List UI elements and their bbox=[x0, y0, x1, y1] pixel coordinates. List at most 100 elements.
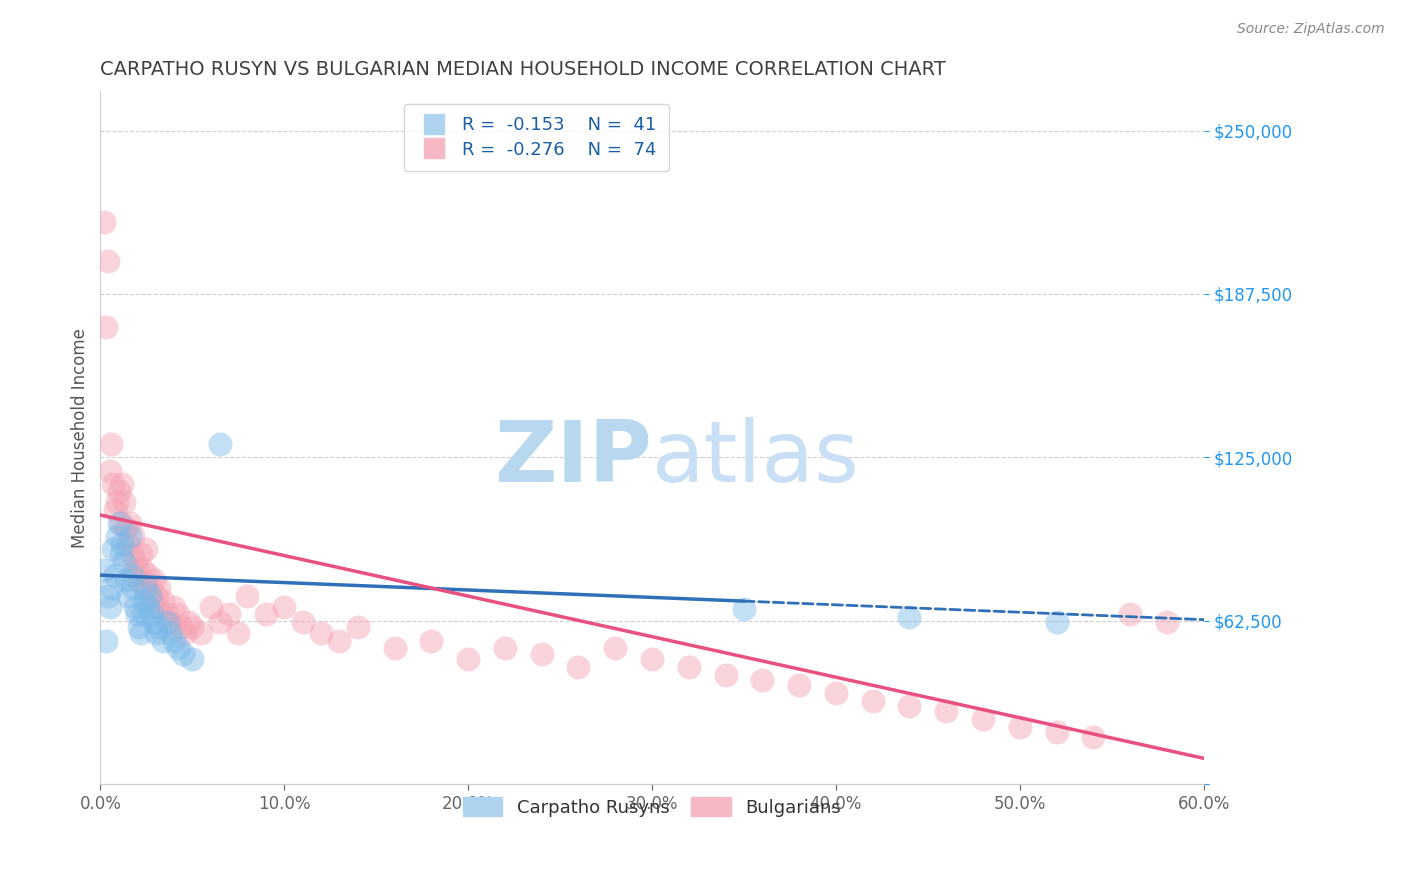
Point bbox=[112, 555, 135, 569]
Point bbox=[166, 607, 188, 622]
Point bbox=[121, 547, 143, 561]
Point bbox=[1045, 725, 1067, 739]
Point bbox=[136, 568, 159, 582]
Point bbox=[124, 599, 146, 614]
Point bbox=[1083, 731, 1105, 745]
Point bbox=[172, 647, 194, 661]
Point bbox=[124, 555, 146, 569]
Point bbox=[129, 547, 152, 561]
Point bbox=[139, 589, 162, 603]
Point bbox=[93, 563, 115, 577]
Point bbox=[218, 607, 240, 622]
Point bbox=[641, 652, 664, 666]
Point bbox=[291, 615, 314, 630]
Point bbox=[273, 599, 295, 614]
Point bbox=[159, 615, 181, 630]
Point bbox=[100, 581, 122, 595]
Point bbox=[824, 686, 846, 700]
Y-axis label: Median Household Income: Median Household Income bbox=[72, 328, 89, 548]
Point bbox=[190, 625, 212, 640]
Point bbox=[148, 581, 170, 595]
Point bbox=[174, 625, 197, 640]
Point bbox=[155, 607, 177, 622]
Point bbox=[118, 516, 141, 530]
Point bbox=[141, 594, 163, 608]
Point bbox=[898, 698, 921, 713]
Point bbox=[1008, 720, 1031, 734]
Point bbox=[159, 625, 181, 640]
Point bbox=[1119, 607, 1142, 622]
Point bbox=[714, 667, 737, 681]
Point bbox=[97, 589, 120, 603]
Point bbox=[131, 607, 153, 622]
Point bbox=[170, 620, 193, 634]
Point bbox=[105, 529, 128, 543]
Point bbox=[111, 476, 134, 491]
Point bbox=[494, 641, 516, 656]
Point bbox=[128, 620, 150, 634]
Point bbox=[97, 254, 120, 268]
Point bbox=[121, 568, 143, 582]
Point bbox=[110, 547, 132, 561]
Point bbox=[146, 599, 169, 614]
Point bbox=[181, 620, 204, 634]
Point bbox=[1156, 615, 1178, 630]
Point bbox=[139, 581, 162, 595]
Point bbox=[384, 641, 406, 656]
Legend: Carpatho Rusyns, Bulgarians: Carpatho Rusyns, Bulgarians bbox=[456, 789, 848, 824]
Point bbox=[1045, 615, 1067, 630]
Point bbox=[122, 529, 145, 543]
Point bbox=[104, 568, 127, 582]
Point bbox=[103, 476, 125, 491]
Point bbox=[898, 610, 921, 624]
Point bbox=[457, 652, 479, 666]
Point bbox=[177, 615, 200, 630]
Text: ZIP: ZIP bbox=[495, 417, 652, 500]
Point bbox=[163, 599, 186, 614]
Point bbox=[118, 529, 141, 543]
Point bbox=[935, 704, 957, 718]
Point bbox=[135, 541, 157, 556]
Point bbox=[605, 641, 627, 656]
Point bbox=[733, 602, 755, 616]
Point bbox=[309, 625, 332, 640]
Point bbox=[155, 615, 177, 630]
Point bbox=[115, 574, 138, 588]
Point bbox=[751, 673, 773, 687]
Point bbox=[107, 484, 129, 499]
Point bbox=[862, 694, 884, 708]
Point bbox=[136, 599, 159, 614]
Point bbox=[129, 625, 152, 640]
Point bbox=[115, 521, 138, 535]
Point bbox=[145, 589, 167, 603]
Point bbox=[200, 599, 222, 614]
Point bbox=[131, 563, 153, 577]
Point bbox=[105, 495, 128, 509]
Point bbox=[567, 659, 589, 673]
Point bbox=[127, 563, 149, 577]
Point bbox=[122, 581, 145, 595]
Point bbox=[530, 647, 553, 661]
Point bbox=[141, 607, 163, 622]
Point bbox=[128, 574, 150, 588]
Point bbox=[208, 615, 231, 630]
Point bbox=[100, 437, 122, 451]
Point bbox=[117, 589, 139, 603]
Point bbox=[94, 319, 117, 334]
Point bbox=[678, 659, 700, 673]
Point bbox=[94, 633, 117, 648]
Text: atlas: atlas bbox=[652, 417, 860, 500]
Point bbox=[152, 633, 174, 648]
Point bbox=[111, 537, 134, 551]
Point bbox=[93, 215, 115, 229]
Point bbox=[163, 633, 186, 648]
Point bbox=[208, 437, 231, 451]
Point bbox=[148, 620, 170, 634]
Point bbox=[181, 652, 204, 666]
Point bbox=[787, 678, 810, 692]
Point bbox=[127, 607, 149, 622]
Point bbox=[328, 633, 350, 648]
Point bbox=[134, 594, 156, 608]
Point bbox=[145, 625, 167, 640]
Point bbox=[152, 594, 174, 608]
